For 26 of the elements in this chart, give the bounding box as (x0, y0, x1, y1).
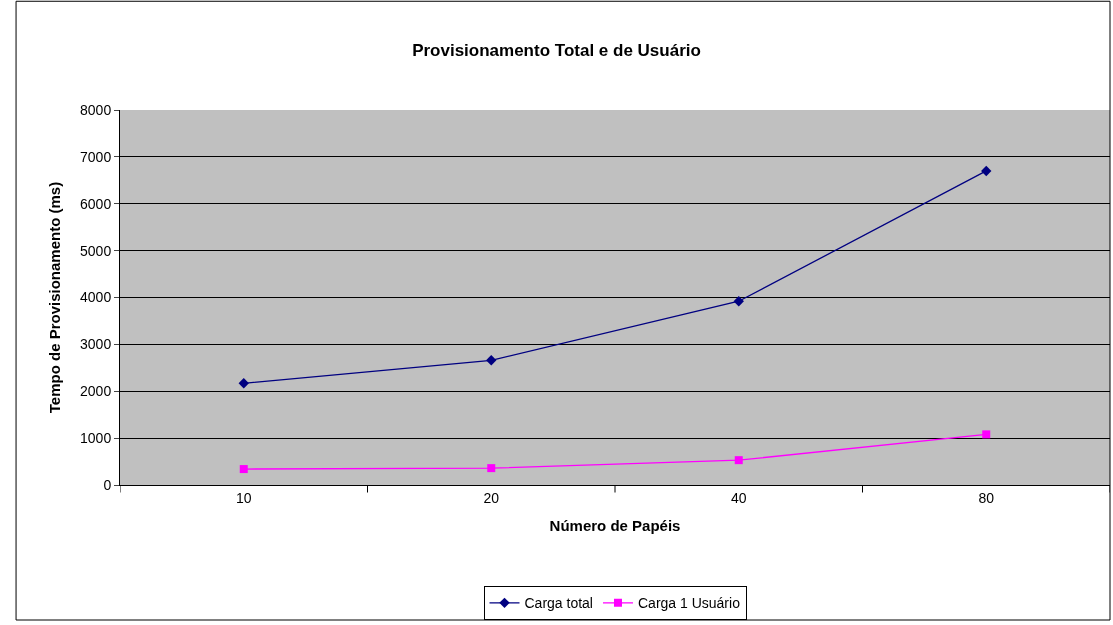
y-tick-label: 1000 (80, 430, 112, 447)
point (487, 464, 496, 473)
y-tick-label: 7000 (80, 148, 112, 165)
x-tick-label: 10 (235, 489, 252, 506)
legend-label: Carga total (524, 595, 593, 612)
point (733, 296, 744, 307)
legend-label: Carga 1 Usuário (637, 595, 741, 612)
y-tick-label: 2000 (80, 383, 112, 400)
point (486, 355, 497, 366)
y-tick-label: 4000 (80, 289, 112, 306)
y-tick-label: 0 (103, 476, 112, 493)
point (982, 430, 991, 439)
point (239, 465, 248, 474)
y-tick-label: 5000 (80, 242, 112, 259)
chart-title: Provisionamento Total e de Usuário (412, 40, 701, 60)
x-tick-label: 40 (730, 489, 747, 506)
point (238, 378, 249, 389)
y-tick-label: 6000 (80, 195, 112, 212)
x-tick-label: 20 (483, 489, 500, 506)
x-axis-title: Número de Papéis (549, 516, 681, 534)
x-tick-label: 80 (978, 489, 995, 506)
point (981, 165, 992, 177)
y-tick-label: 8000 (80, 101, 112, 118)
y-axis-title: Tempo de Provisionamento (ms) (46, 181, 64, 414)
point (734, 456, 743, 465)
y-tick-label: 3000 (80, 336, 112, 353)
